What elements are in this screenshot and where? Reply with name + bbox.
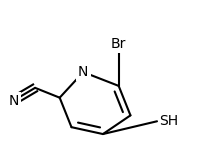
- Text: N: N: [8, 94, 19, 108]
- Text: Br: Br: [111, 37, 126, 52]
- Text: SH: SH: [159, 114, 178, 128]
- Text: N: N: [78, 65, 89, 79]
